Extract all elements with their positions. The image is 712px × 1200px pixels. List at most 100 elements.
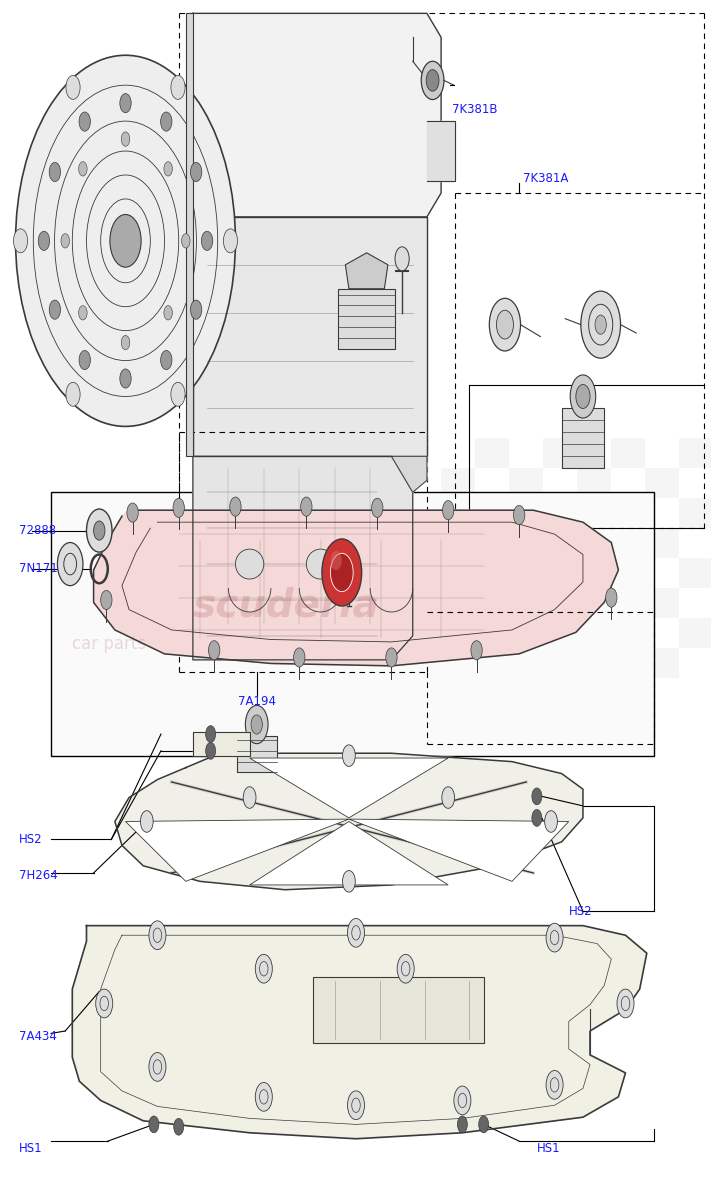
Circle shape: [66, 383, 80, 407]
Circle shape: [66, 76, 80, 100]
Text: 7K381A: 7K381A: [523, 172, 568, 185]
Circle shape: [513, 505, 525, 524]
Circle shape: [121, 132, 130, 146]
Circle shape: [149, 1116, 159, 1133]
Circle shape: [49, 300, 61, 319]
Text: scuderia: scuderia: [193, 587, 379, 625]
Circle shape: [347, 918, 365, 947]
Bar: [679, 498, 712, 528]
Polygon shape: [338, 289, 395, 348]
Circle shape: [442, 787, 454, 809]
Polygon shape: [250, 758, 448, 818]
Bar: [441, 468, 475, 498]
Circle shape: [342, 870, 355, 892]
Circle shape: [454, 1086, 471, 1115]
Circle shape: [173, 498, 184, 517]
Polygon shape: [193, 13, 441, 217]
Bar: [645, 648, 679, 678]
Circle shape: [386, 648, 397, 667]
Bar: [679, 438, 712, 468]
Circle shape: [120, 368, 131, 388]
Circle shape: [478, 1116, 488, 1133]
Circle shape: [161, 350, 172, 370]
Text: HS1: HS1: [19, 1142, 43, 1154]
Circle shape: [330, 553, 353, 592]
Bar: [51, 492, 654, 756]
Circle shape: [191, 300, 201, 319]
Bar: [543, 438, 577, 468]
Bar: [509, 648, 543, 678]
Circle shape: [256, 1082, 272, 1111]
Circle shape: [120, 94, 131, 113]
Polygon shape: [562, 408, 604, 468]
Bar: [612, 558, 645, 588]
Text: car parts: car parts: [73, 635, 147, 653]
Circle shape: [191, 162, 201, 181]
Bar: [543, 618, 577, 648]
Circle shape: [546, 923, 563, 952]
Bar: [441, 528, 475, 558]
Circle shape: [100, 590, 112, 610]
Bar: [441, 648, 475, 678]
Circle shape: [110, 215, 141, 268]
Circle shape: [164, 306, 172, 320]
Circle shape: [171, 76, 185, 100]
Circle shape: [246, 706, 268, 744]
Circle shape: [300, 497, 312, 516]
Circle shape: [443, 500, 454, 520]
Polygon shape: [349, 820, 569, 881]
Circle shape: [79, 112, 90, 131]
Circle shape: [422, 61, 444, 100]
Circle shape: [426, 70, 439, 91]
Ellipse shape: [306, 550, 335, 580]
Bar: [577, 468, 612, 498]
Circle shape: [606, 588, 617, 607]
Circle shape: [38, 232, 50, 251]
Circle shape: [61, 234, 70, 248]
Bar: [509, 468, 543, 498]
Text: 72888: 72888: [19, 524, 56, 538]
Circle shape: [330, 551, 342, 570]
Bar: [577, 528, 612, 558]
Bar: [679, 558, 712, 588]
Circle shape: [161, 112, 172, 131]
Circle shape: [201, 232, 213, 251]
Circle shape: [489, 299, 520, 350]
Ellipse shape: [236, 550, 264, 580]
Polygon shape: [125, 820, 349, 881]
Bar: [577, 588, 612, 618]
Bar: [475, 558, 509, 588]
Polygon shape: [93, 510, 619, 666]
Bar: [441, 588, 475, 618]
Circle shape: [121, 336, 130, 349]
Polygon shape: [115, 754, 583, 889]
Polygon shape: [313, 977, 483, 1043]
Polygon shape: [73, 925, 646, 1139]
Text: 7A194: 7A194: [238, 695, 276, 708]
Circle shape: [617, 989, 634, 1018]
Circle shape: [206, 743, 216, 760]
Bar: [612, 498, 645, 528]
Polygon shape: [237, 737, 276, 773]
Bar: [543, 498, 577, 528]
Circle shape: [576, 384, 590, 408]
Circle shape: [256, 954, 272, 983]
Circle shape: [49, 162, 61, 181]
Circle shape: [546, 1070, 563, 1099]
Circle shape: [209, 641, 220, 660]
Circle shape: [149, 920, 166, 949]
Text: 7H264: 7H264: [19, 869, 58, 882]
Circle shape: [78, 162, 87, 176]
Text: 7A434: 7A434: [19, 1031, 57, 1044]
Bar: [645, 468, 679, 498]
Text: HS2: HS2: [569, 905, 592, 918]
Bar: [475, 618, 509, 648]
Circle shape: [532, 788, 542, 805]
Circle shape: [532, 810, 542, 827]
Circle shape: [545, 811, 557, 833]
Circle shape: [171, 383, 185, 407]
Bar: [645, 588, 679, 618]
Bar: [645, 528, 679, 558]
Circle shape: [79, 350, 90, 370]
Circle shape: [164, 162, 172, 176]
